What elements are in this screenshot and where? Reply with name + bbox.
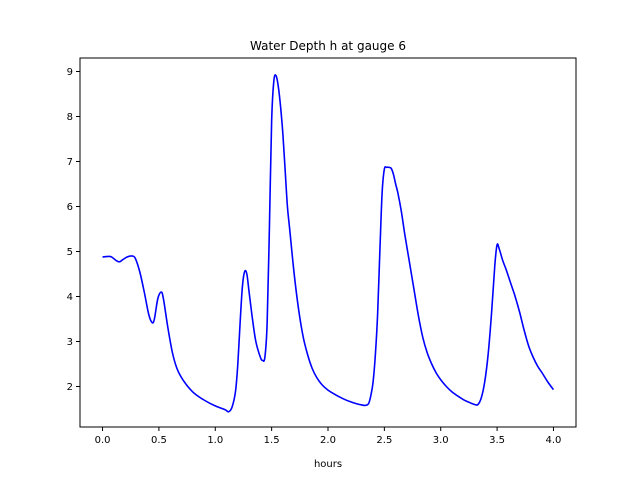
x-tick-label: 3.0 [433, 435, 449, 446]
x-axis-label: hours [314, 459, 342, 470]
y-tick-label: 5 [67, 247, 73, 258]
x-axis-ticks: 0.0 0.5 1.0 1.5 2.0 2.5 3.0 3.5 4.0 [95, 427, 562, 446]
x-tick-label: 0.0 [95, 435, 111, 446]
chart-title: Water Depth h at gauge 6 [250, 39, 406, 53]
x-tick-label: 2.0 [320, 435, 336, 446]
y-tick-label: 3 [67, 337, 73, 348]
x-tick-label: 2.5 [376, 435, 392, 446]
x-tick-label: 1.5 [264, 435, 280, 446]
y-tick-label: 7 [67, 157, 73, 168]
y-axis-ticks: 2 3 4 5 6 7 8 9 [67, 67, 80, 393]
water-depth-line [102, 74, 555, 413]
y-tick-label: 4 [67, 292, 73, 303]
y-tick-label: 9 [67, 67, 73, 78]
series-layer [102, 74, 555, 413]
x-tick-label: 3.5 [489, 435, 505, 446]
y-tick-label: 6 [67, 202, 73, 213]
x-tick-label: 4.0 [546, 435, 562, 446]
x-tick-label: 0.5 [151, 435, 167, 446]
y-tick-label: 8 [67, 112, 73, 123]
x-tick-label: 1.0 [207, 435, 223, 446]
y-tick-label: 2 [67, 382, 73, 393]
